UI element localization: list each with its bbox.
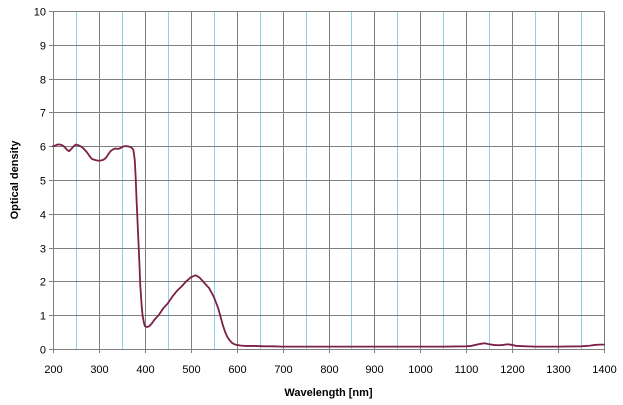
x-tick-label: 1100 — [455, 364, 479, 376]
y-tick-label: 6 — [40, 142, 46, 154]
x-tick-label: 500 — [182, 364, 200, 376]
y-tick-label: 2 — [40, 277, 46, 289]
series-line — [52, 143, 605, 348]
x-tick-label: 600 — [228, 364, 246, 376]
x-tick-label: 200 — [44, 364, 62, 376]
y-tick-label: 1 — [40, 311, 46, 323]
x-tick-label: 700 — [274, 364, 292, 376]
y-tick-label: 0 — [40, 345, 46, 357]
x-axis-title: Wavelength [nm] — [284, 387, 373, 399]
y-axis-tick-labels: 0 1 2 3 4 5 6 7 8 9 10 — [34, 7, 53, 357]
x-tick-label: 800 — [320, 364, 338, 376]
x-tick-label: 300 — [90, 364, 108, 376]
x-tick-label: 1000 — [408, 364, 432, 376]
y-tick-label: 8 — [40, 75, 46, 87]
x-tick-label: 1300 — [546, 364, 570, 376]
y-tick-label: 10 — [34, 7, 46, 19]
x-tick-label: 900 — [365, 364, 383, 376]
x-axis-tick-labels: 200 300 400 500 600 700 800 900 1000 1100 1200 1300… — [44, 349, 617, 376]
y-tick-label: 5 — [40, 176, 46, 188]
x-tick-label: 400 — [136, 364, 154, 376]
y-tick-label: 3 — [40, 244, 46, 256]
y-tick-label: 7 — [40, 108, 46, 120]
y-tick-label: 9 — [40, 41, 46, 53]
y-tick-label: 4 — [40, 210, 46, 222]
y-axis-title: Optical density — [9, 140, 21, 220]
x-tick-label: 1200 — [500, 364, 524, 376]
x-tick-label: 1400 — [592, 364, 616, 376]
